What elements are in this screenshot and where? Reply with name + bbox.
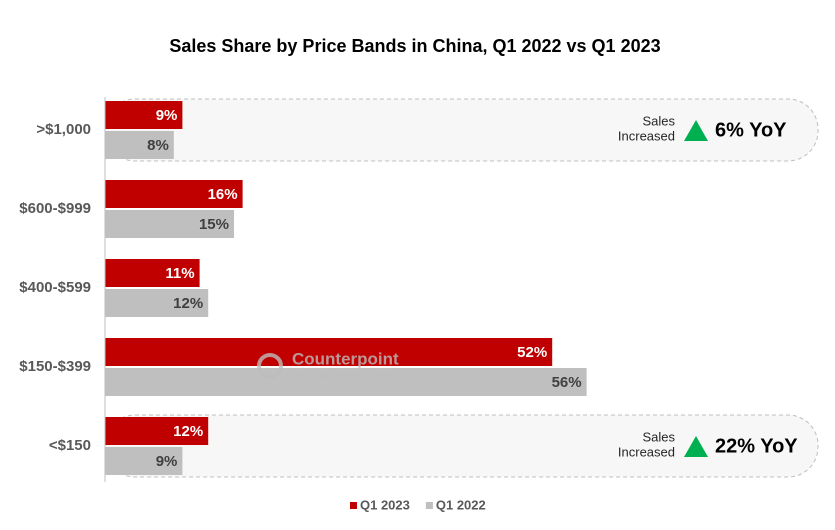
category-label: $400-$599 (19, 279, 91, 296)
value-label: 52% (517, 344, 547, 361)
bar (105, 131, 174, 159)
annotation-text: Sales (642, 113, 675, 128)
value-label: 11% (165, 265, 194, 282)
bar (105, 259, 200, 287)
bar (105, 447, 183, 475)
legend-swatch (350, 502, 357, 509)
bar (105, 101, 183, 129)
legend-label: Q1 2023 (360, 497, 410, 512)
value-label: 9% (156, 107, 178, 124)
callout-box (104, 98, 819, 162)
up-triangle (684, 436, 708, 457)
bar (105, 417, 209, 445)
callout-box (104, 414, 819, 478)
value-label: 15% (199, 216, 229, 233)
category-label: >$1,000 (36, 121, 91, 138)
up-triangle (684, 120, 708, 141)
legend-swatch (425, 502, 433, 509)
bar (105, 338, 553, 366)
value-label: 56% (552, 374, 582, 391)
bar (105, 368, 587, 396)
annotation-change: 22% YoY (715, 435, 798, 457)
value-label: 9% (156, 453, 178, 470)
bar (105, 180, 243, 208)
category-label: $600-$999 (19, 200, 91, 217)
bar (105, 289, 209, 317)
category-label: $150-$399 (19, 358, 91, 375)
annotation-text: Increased (618, 128, 675, 143)
watermark-logo (257, 353, 283, 379)
value-label: 12% (173, 423, 203, 440)
legend-label: Q1 2022 (436, 497, 486, 512)
watermark-name: Counterpoint (292, 349, 399, 368)
watermark-tagline: Technology Market Research (292, 371, 396, 380)
chart-title: Sales Share by Price Bands in China, Q1 … (169, 36, 660, 56)
value-label: 12% (173, 295, 203, 312)
category-label: <$150 (49, 437, 91, 454)
annotation-text: Increased (618, 444, 675, 459)
annotation-change: 6% YoY (715, 119, 787, 141)
bar (105, 210, 234, 238)
value-label: 16% (208, 186, 238, 203)
annotation-text: Sales (642, 429, 675, 444)
value-label: 8% (147, 137, 169, 154)
